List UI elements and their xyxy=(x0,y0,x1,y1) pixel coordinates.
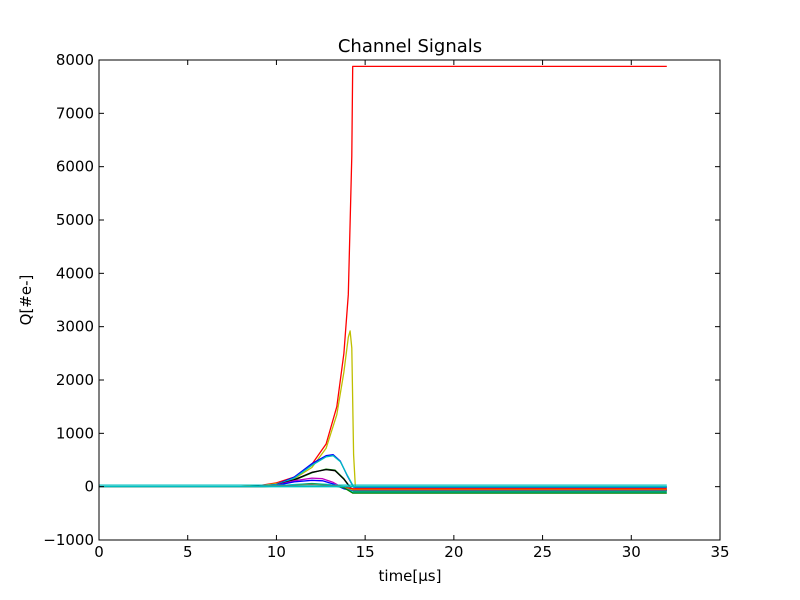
y-tick-label: −1000 xyxy=(43,531,94,549)
ticks-layer: 0 5 10 15 20 25 30 35−1000010002000300040005000… xyxy=(43,51,729,561)
chart-title: Channel Signals xyxy=(338,36,482,57)
series-layer xyxy=(99,65,667,494)
y-tick-label: 2000 xyxy=(56,371,94,389)
y-tick-label: 3000 xyxy=(56,318,94,336)
plot-frame xyxy=(98,59,721,541)
x-tick-label: 0 xyxy=(94,543,104,561)
y-axis-label: Q[#e-] xyxy=(17,275,35,326)
x-tick-label: 30 xyxy=(622,543,641,561)
x-tick-label: 35 xyxy=(710,543,729,561)
x-axis-label: time[μs] xyxy=(379,567,442,585)
y-tick-label: 5000 xyxy=(56,211,94,229)
y-tick-label: 8000 xyxy=(56,51,94,69)
y-tick-label: 0 xyxy=(84,478,94,496)
x-tick-label: 20 xyxy=(444,543,463,561)
x-tick-label: 25 xyxy=(533,543,552,561)
y-tick-label: 7000 xyxy=(56,104,94,122)
x-tick-label: 5 xyxy=(183,543,193,561)
y-tick-label: 1000 xyxy=(56,424,94,442)
y-tick-label: 4000 xyxy=(56,264,94,282)
x-tick-label: 10 xyxy=(267,543,286,561)
y-tick-label: 6000 xyxy=(56,158,94,176)
x-tick-label: 15 xyxy=(356,543,375,561)
